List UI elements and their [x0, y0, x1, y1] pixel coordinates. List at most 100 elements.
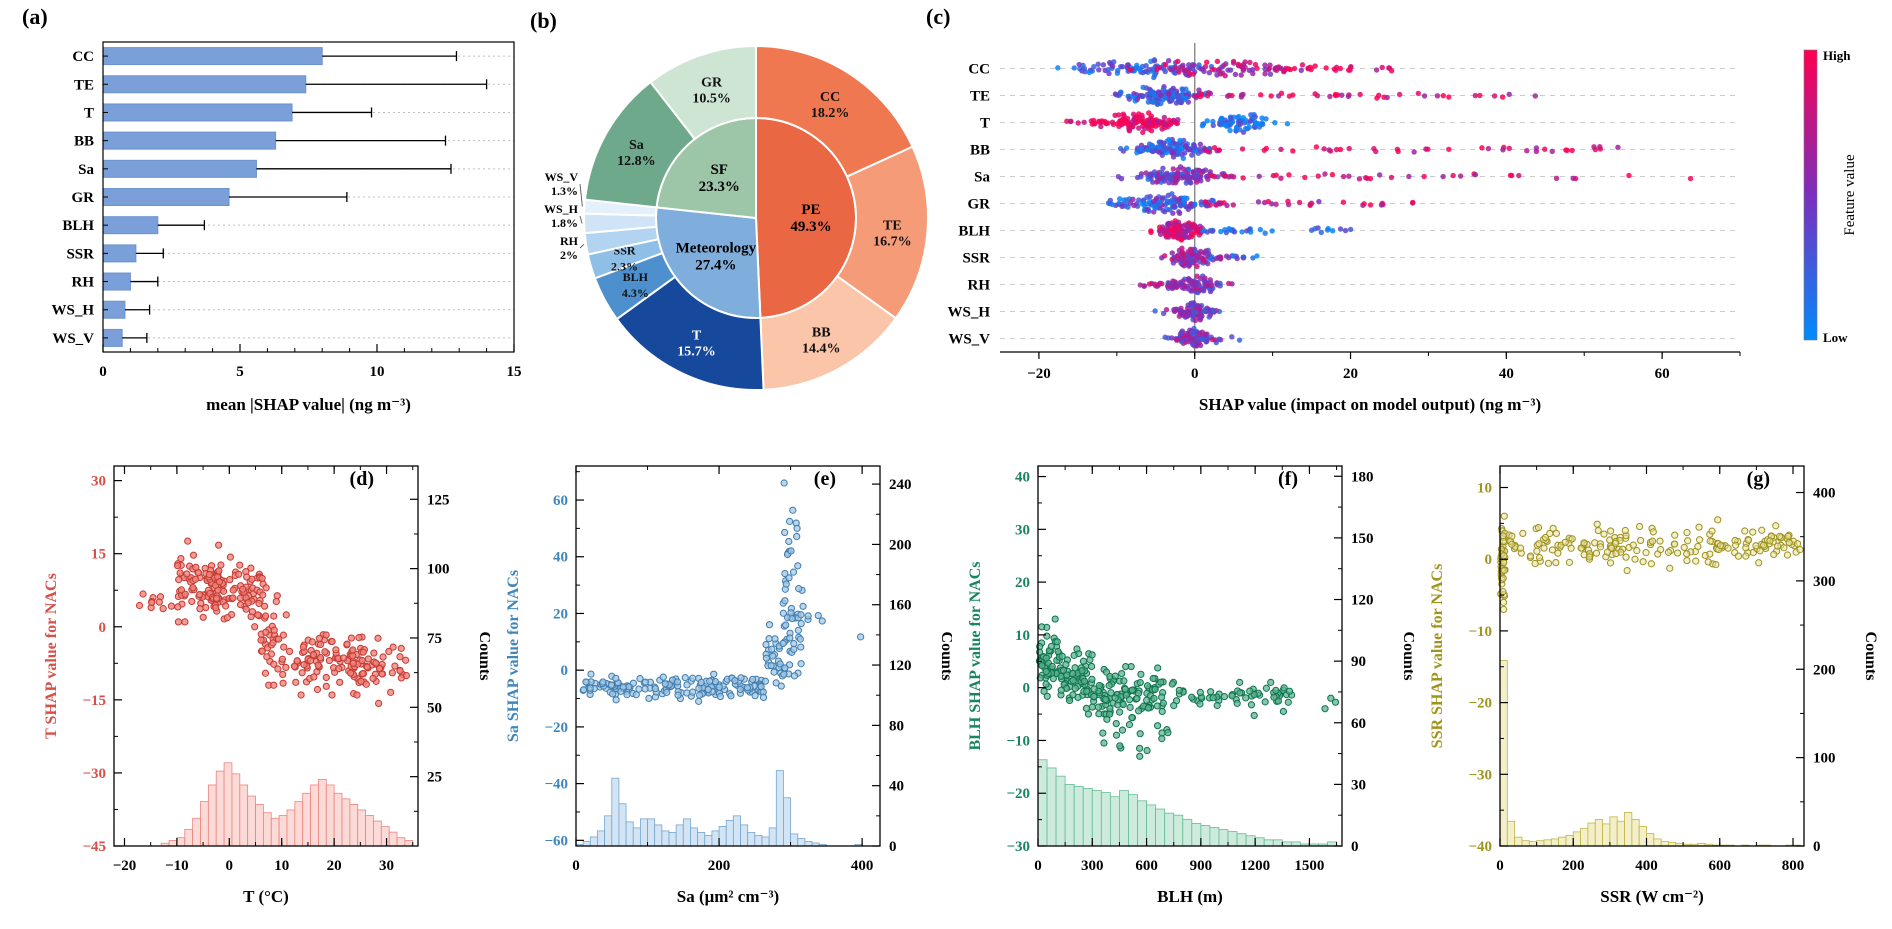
right-tick-label: 300: [1813, 574, 1836, 590]
right-tick-label: 60: [1351, 716, 1366, 732]
panel-label-c: (c): [926, 4, 951, 29]
colorbar-low-label: Low: [1823, 330, 1848, 345]
left-tick-label: −30: [82, 766, 106, 782]
outer-label-pct: 14.4%: [802, 341, 841, 356]
x-tick-label: 0: [572, 858, 580, 874]
inner-label-name: Meteorology: [676, 241, 757, 257]
left-tick-label: −10: [1006, 733, 1030, 749]
histogram-bars: [1499, 660, 1801, 847]
panel-label-a: (a): [22, 4, 48, 29]
right-axis-title: Counts: [1862, 632, 1879, 681]
right-tick-label: 80: [889, 718, 904, 734]
x-tick-label: −20: [1027, 366, 1051, 382]
x-tick-label: 0: [99, 364, 107, 380]
x-tick-label: 400: [851, 858, 874, 874]
outer-label-name: TE: [883, 218, 902, 233]
x-tick-label: 5: [236, 364, 244, 380]
feature-label: BLH: [958, 224, 990, 240]
left-tick-label: −60: [544, 833, 568, 849]
x-tick-label: 600: [1135, 858, 1158, 874]
left-tick-label: 20: [553, 606, 568, 622]
axes: 0 200 400 −60 −40 −20 0 20 40 60 0 40 80 120 160 200 240: [544, 466, 912, 874]
x-tick-label: 20: [327, 858, 342, 874]
panel-a-mean-shap-bar-chart: (a) CC TE T BB Sa GR BLH SSR RH WS_H WS_V 0 5 10 15 mea…: [8, 0, 528, 440]
colorbar-title: Feature value: [1842, 154, 1858, 236]
outer-label-pct: 10.5%: [692, 91, 731, 106]
y-category-label: CC: [72, 49, 94, 65]
left-tick-label: 30: [91, 474, 106, 490]
outer-label-pct: 12.8%: [617, 154, 656, 169]
left-tick-label: 0: [1023, 681, 1031, 697]
x-tick-label: 40: [1499, 366, 1514, 382]
x-tick-label: 200: [708, 858, 731, 874]
y-category-label: Sa: [78, 162, 94, 178]
outer-label-pct: 18.2%: [811, 106, 850, 121]
feature-label: GR: [968, 197, 991, 213]
left-tick-label: −20: [544, 720, 568, 736]
axes: 0 200 400 600 800−40−30−20−10010010020030040…: [1468, 466, 1836, 874]
colorbar-high-label: High: [1823, 48, 1851, 63]
right-tick-label: 125: [427, 492, 450, 508]
panel-d-t-dependence-chart: (d) −20 −10 0 10 20 30 −45 −30 −15 0 15 30 25 50 75 100…: [30, 440, 490, 929]
right-axis-title: Counts: [938, 632, 952, 681]
inner-label-pct: 27.4%: [695, 258, 736, 274]
error-bars: [122, 51, 488, 343]
outer-label-name: T: [692, 328, 702, 343]
label-leader-line: [579, 243, 585, 249]
y-category-label: WS_V: [52, 331, 94, 347]
right-tick-label: 0: [889, 839, 897, 855]
right-tick-label: 180: [1351, 469, 1374, 485]
left-tick-label: −15: [82, 693, 106, 709]
colorbar: [1803, 49, 1818, 341]
right-tick-label: 200: [1813, 662, 1836, 678]
right-tick-label: 400: [1813, 486, 1836, 502]
x-axis-title: SSR (W cm⁻²): [1600, 887, 1703, 906]
right-tick-label: 100: [427, 562, 450, 578]
plot-frame: [1499, 465, 1805, 847]
left-tick-label: 40: [553, 550, 568, 566]
feature-label: T: [980, 116, 990, 132]
axes: −20 −10 0 10 20 30 −45 −30 −15 0 15 30 25 50 75 100 125: [82, 466, 450, 874]
feature-label: Sa: [974, 170, 990, 186]
x-tick-label: −10: [165, 858, 189, 874]
right-tick-label: 160: [889, 598, 912, 614]
left-tick-label: 15: [91, 547, 106, 563]
left-axis-title: BLH SHAP value for NACs: [967, 561, 984, 750]
right-tick-label: 30: [1351, 777, 1366, 793]
left-tick-label: −40: [544, 777, 568, 793]
left-tick-label: 20: [1015, 575, 1030, 591]
left-axis-title: Sa SHAP value for NACs: [505, 570, 522, 742]
feature-label: WS_H: [947, 305, 990, 321]
left-tick-label: −40: [1468, 839, 1492, 855]
panel-label-e: (e): [813, 468, 836, 490]
left-axis-title: T SHAP value for NACs: [43, 573, 60, 739]
feature-label: BB: [970, 143, 990, 159]
right-axis-title: Counts: [1400, 632, 1414, 681]
x-axis-title: SHAP value (impact on model output) (ng …: [1199, 395, 1541, 414]
scatter-points: [1497, 512, 1804, 613]
ssr-dependence-canvas: 0 200 400 600 800−40−30−20−10010010020030040…: [1429, 465, 1879, 906]
inner-label-name: PE: [801, 202, 820, 218]
inner-label-pct: 23.3%: [699, 179, 740, 195]
y-category-label: TE: [74, 77, 94, 93]
right-tick-label: 100: [1813, 751, 1836, 767]
right-tick-label: 150: [1351, 531, 1374, 547]
x-tick-label: −20: [113, 858, 137, 874]
panel-f-blh-dependence-chart: (f) 0 300 600 900 1200 1500 −30 −20 −10 0 10 20 30 40…: [954, 440, 1414, 929]
outer-label-name: CC: [820, 90, 840, 105]
scatter-points: [135, 537, 410, 707]
right-tick-label: 200: [889, 537, 912, 553]
plot-frame: [113, 465, 419, 847]
y-category-label: WS_H: [51, 303, 94, 319]
t-dependence-canvas: −20 −10 0 10 20 30 −45 −30 −15 0 15 30 25 50 75 100 125 T…: [43, 465, 490, 906]
bar-chart-canvas: CC TE T BB Sa GR BLH SSR RH WS_H WS_V 0 5 10 15 mean |S…: [51, 41, 522, 414]
left-tick-label: −30: [1006, 839, 1030, 855]
right-tick-label: 120: [1351, 593, 1374, 609]
x-tick-label: 1500: [1294, 858, 1324, 874]
right-tick-label: 75: [427, 631, 442, 647]
right-axis-title: Counts: [476, 632, 490, 681]
panel-c-beeswarm-chart: (c) CC TE T BB Sa GR BLH SSR RH WS_H WS_V −20 0 20 40 6…: [920, 0, 1892, 440]
x-tick-label: 800: [1782, 858, 1805, 874]
x-axis-title: T (°C): [243, 887, 289, 906]
